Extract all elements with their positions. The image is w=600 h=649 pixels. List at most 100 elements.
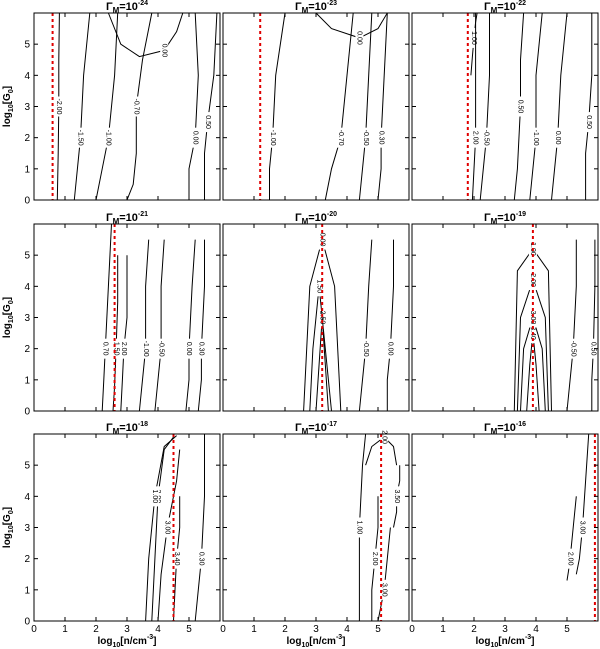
x-tick-label: 4 <box>155 624 161 635</box>
contour-label: 1.50 <box>315 280 322 294</box>
contour-line <box>107 12 184 58</box>
contour-line <box>269 12 286 200</box>
contour-label: 0.50 <box>517 100 524 114</box>
panel-title: ΓM=10-22 <box>484 0 526 15</box>
x-tick-label: 1 <box>62 624 68 635</box>
y-tick-label: 1 <box>24 375 30 386</box>
x-tick-label: 2 <box>471 624 477 635</box>
contour-line <box>575 433 590 575</box>
contour-label-bg <box>470 27 478 48</box>
y-label-part: log <box>2 323 13 338</box>
contour-line <box>204 12 218 200</box>
y-label-part: ] <box>2 86 13 89</box>
panel: ΓM=10-22 1.00 2.00 -0.50 0.50 -1.00 0.00 0.50 <box>411 0 599 201</box>
panel-title: ΓM=10-24 <box>106 0 148 15</box>
contour-label-bg <box>584 112 593 133</box>
contour-line <box>377 527 391 622</box>
contour-line <box>95 12 119 201</box>
x-tick-label: 2 <box>93 624 99 635</box>
contour-label-bg <box>172 548 181 569</box>
contour-line <box>126 12 153 201</box>
y-label-part: 0 <box>8 300 15 304</box>
contour-label-bg <box>104 127 113 148</box>
contour-label-bg <box>132 96 141 117</box>
title-symbol: Γ <box>484 212 491 224</box>
x-label-part: ] <box>531 636 534 647</box>
contour-label-bg <box>566 548 575 569</box>
title-symbol: Γ <box>484 1 491 13</box>
y-label-part: 0 <box>8 510 15 514</box>
x-label-part: log <box>475 636 490 647</box>
title-exponent: -16 <box>516 421 526 428</box>
title-exponent: -24 <box>138 0 148 7</box>
title-base: =10 <box>119 422 138 434</box>
title-base: =10 <box>308 422 327 434</box>
contour-label: -0.50 <box>362 130 369 146</box>
contour-label: 0.50 <box>590 342 597 356</box>
title-exponent: -18 <box>138 421 148 428</box>
contour-line <box>377 12 388 201</box>
panel-title: ΓM=10-20 <box>295 211 337 226</box>
y-tick-label: 4 <box>24 71 30 82</box>
contour-line <box>591 239 596 411</box>
y-label-part: log <box>2 112 13 127</box>
contour-label-bg <box>163 517 172 538</box>
contour-label: 0.50 <box>585 115 592 129</box>
contour-label-bg <box>589 338 598 359</box>
x-tick-label: 1 <box>251 624 257 635</box>
y-tick-label: 5 <box>24 40 30 51</box>
contour-label: 0.00 <box>160 44 167 58</box>
panel-frame <box>411 12 599 201</box>
x-label-part: 10 <box>490 642 498 649</box>
y-tick-label: 0 <box>24 617 30 628</box>
contour-label: -0.70 <box>337 130 344 146</box>
title-symbol: Γ <box>295 212 302 224</box>
title-base: =10 <box>308 1 327 13</box>
y-label-part: [G <box>2 304 13 315</box>
x-tick-label: 1 <box>440 624 446 635</box>
title-exponent: -23 <box>327 0 337 7</box>
contour-label-bg <box>569 338 578 359</box>
panel: ΓM=10-202.501.500.00-0.50 0.00 <box>222 211 410 412</box>
title-base: =10 <box>308 212 327 224</box>
contour-label-bg <box>380 427 389 448</box>
title-subscript: M <box>491 217 498 226</box>
panel-title: ΓM=10-19 <box>484 211 526 226</box>
contour-label-bg <box>157 338 166 359</box>
panel: ΓM=10-24 -2.00 -1.50 -1.00 -0.70 0.00 0.00 0.50… <box>2 0 221 207</box>
title-subscript: M <box>302 217 309 226</box>
contour-line <box>188 12 199 200</box>
x-label-part: -3 <box>336 634 342 641</box>
y-label-part: ] <box>2 297 13 300</box>
title-base: =10 <box>497 1 516 13</box>
title-base: =10 <box>497 212 516 224</box>
y-label-part: 10 <box>8 315 15 323</box>
y-axis-label: log10[G0] <box>2 86 15 127</box>
title-symbol: Γ <box>106 422 113 434</box>
contour-label-bg <box>471 127 480 148</box>
contour-label: 1.50 <box>112 342 119 356</box>
contour-line <box>479 13 490 201</box>
contour-label-bg <box>553 127 562 148</box>
panel-title: ΓM=10-18 <box>106 421 148 436</box>
y-tick-label: 0 <box>24 407 30 418</box>
contour-label: -0.50 <box>157 341 164 357</box>
contour-label-bg <box>150 486 159 507</box>
contour-label: 0.30 <box>198 552 205 566</box>
contour-label: 0.00 <box>387 342 394 356</box>
y-tick-label: 2 <box>24 344 30 355</box>
contour-label-bg <box>185 338 193 359</box>
title-symbol: Γ <box>295 422 302 434</box>
panel-title: ΓM=10-16 <box>484 421 526 436</box>
title-subscript: M <box>113 427 120 436</box>
panel: ΓM=10-21 0.70 1.50 2.00 -1.00 -0.50 0.00 0.30 0 1… <box>2 211 221 418</box>
contour-label: -0.50 <box>362 341 369 357</box>
contour-label: 0.30 <box>198 342 205 356</box>
contour-line <box>197 239 205 412</box>
title-subscript: M <box>491 427 498 436</box>
panel-frame <box>33 433 221 622</box>
contour-label: 2.00 <box>380 430 387 444</box>
contour-label: 0.50 <box>204 115 211 129</box>
contour-label: 3.00 <box>163 521 170 535</box>
